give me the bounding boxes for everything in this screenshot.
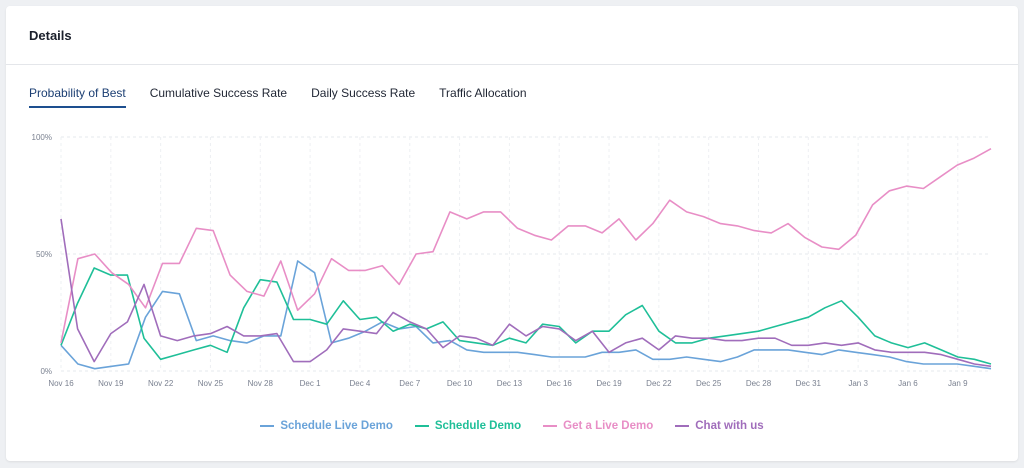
x-tick-label: Dec 19 xyxy=(596,379,622,388)
legend-label: Schedule Demo xyxy=(434,420,522,432)
series-line-get-a-live-demo xyxy=(60,148,992,344)
legend-item-schedule-demo[interactable]: Schedule Demo xyxy=(414,420,522,432)
x-tick-label: Nov 25 xyxy=(198,379,224,388)
legend-label: Chat with us xyxy=(695,420,764,432)
x-tick-label: Dec 10 xyxy=(447,379,473,388)
x-tick-label: Jan 6 xyxy=(898,379,918,388)
x-tick-label: Dec 22 xyxy=(646,379,672,388)
x-tick-label: Dec 31 xyxy=(796,379,822,388)
x-tick-label: Nov 19 xyxy=(98,379,124,388)
x-tick-label: Dec 13 xyxy=(497,379,523,388)
legend-item-schedule-live-demo[interactable]: Schedule Live Demo xyxy=(260,420,393,432)
legend-item-chat-with-us[interactable]: Chat with us xyxy=(675,420,764,432)
legend-swatch xyxy=(543,425,558,427)
x-tick-label: Dec 25 xyxy=(696,379,722,388)
x-tick-label: Dec 4 xyxy=(349,379,370,388)
x-tick-label: Dec 28 xyxy=(746,379,772,388)
series-line-schedule-live-demo xyxy=(60,260,992,370)
card-header: Details xyxy=(6,6,1018,65)
tab-probability-of-best[interactable]: Probability of Best xyxy=(29,82,126,108)
legend-swatch xyxy=(675,425,690,427)
x-tick-label: Nov 16 xyxy=(48,379,74,388)
x-tick-label: Dec 7 xyxy=(399,379,420,388)
series-line-schedule-demo xyxy=(60,267,992,365)
legend-swatch xyxy=(414,425,429,427)
x-tick-label: Dec 1 xyxy=(300,379,321,388)
x-tick-label: Dec 16 xyxy=(547,379,573,388)
tab-traffic-allocation[interactable]: Traffic Allocation xyxy=(439,86,527,100)
probability-chart: 100% 50% 0% Nov 16 Nov 19 Nov 22 Nov 25 Nov 28 D… xyxy=(6,126,1018,396)
legend-item-get-a-live-demo[interactable]: Get a Live Demo xyxy=(543,420,653,432)
x-tick-label: Nov 22 xyxy=(148,379,174,388)
details-card: Details Probability of Best Cumulative S… xyxy=(6,6,1018,461)
tab-bar: Probability of Best Cumulative Success R… xyxy=(29,82,551,108)
tab-daily-success-rate[interactable]: Daily Success Rate xyxy=(311,86,416,100)
y-tick-label: 0% xyxy=(40,367,52,376)
x-tick-label: Jan 9 xyxy=(948,379,968,388)
chart-legend: Schedule Live Demo Schedule Demo Get a L… xyxy=(6,420,1018,432)
tab-cumulative-success-rate[interactable]: Cumulative Success Rate xyxy=(149,86,288,100)
legend-label: Schedule Live Demo xyxy=(280,420,393,432)
legend-label: Get a Live Demo xyxy=(563,420,654,432)
x-tick-label: Nov 28 xyxy=(248,379,274,388)
series-line-chat-with-us xyxy=(60,218,992,368)
x-tick-label: Jan 3 xyxy=(848,379,868,388)
chart-svg: 100% 50% 0% Nov 16 Nov 19 Nov 22 Nov 25 Nov 28 D… xyxy=(32,133,992,388)
y-tick-label: 50% xyxy=(36,250,52,259)
y-tick-label: 100% xyxy=(32,133,52,142)
card-title: Details xyxy=(29,27,72,43)
legend-swatch xyxy=(260,425,275,427)
